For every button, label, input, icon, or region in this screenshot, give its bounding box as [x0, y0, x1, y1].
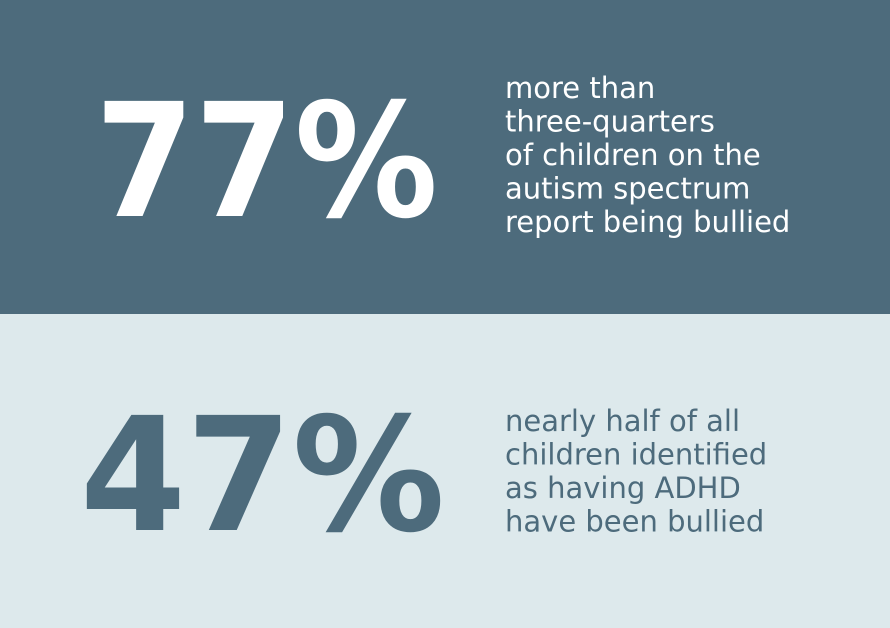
stat-description-line: nearly half of all	[505, 404, 740, 438]
top-panel	[0, 0, 890, 314]
stat-description-line: report being bullied	[505, 205, 790, 239]
stat-figure: 47%	[80, 384, 445, 568]
stat-description-line: more than	[505, 71, 655, 105]
bottom-panel	[0, 314, 890, 628]
stat-description-line: autism spectrum	[505, 172, 750, 206]
stat-description-line: have been bullied	[505, 505, 764, 539]
stat-figure: 77%	[95, 70, 438, 254]
stat-description-line: three-quarters	[505, 105, 715, 139]
stat-description-line: of children on the	[505, 138, 761, 172]
stat-description-line: as having ADHD	[505, 471, 741, 505]
stat-description-line: children identified	[505, 438, 767, 472]
